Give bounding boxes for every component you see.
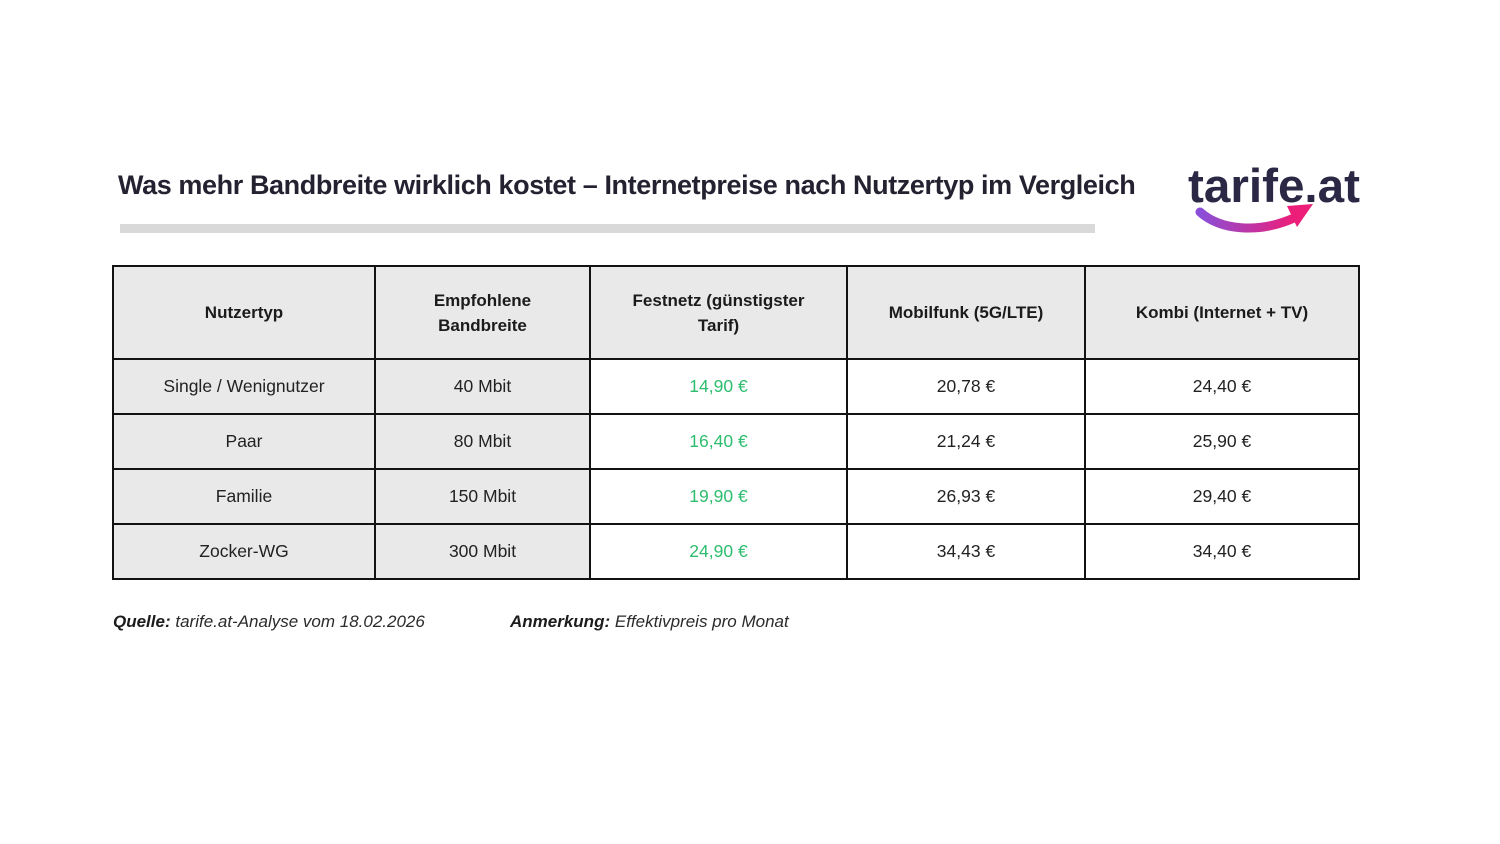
cell-festnetz-price: 24,90 €	[589, 523, 848, 580]
logo-wordmark: tarife.at	[1188, 159, 1360, 212]
col-header-bandbreite: Empfohlene Bandbreite	[374, 265, 591, 360]
cell-bandbreite: 80 Mbit	[374, 413, 591, 470]
cell-festnetz-price: 16,40 €	[589, 413, 848, 470]
source-text: tarife.at-Analyse vom 18.02.2026	[175, 612, 425, 631]
table-row: Paar 80 Mbit 16,40 € 21,24 € 25,90 €	[112, 413, 1360, 470]
cell-mobilfunk-price: 34,43 €	[846, 523, 1086, 580]
cell-nutzertyp: Single / Wenignutzer	[112, 358, 376, 415]
table-row: Single / Wenignutzer 40 Mbit 14,90 € 20,…	[112, 358, 1360, 415]
source-note: Quelle: tarife.at-Analyse vom 18.02.2026	[113, 612, 425, 632]
cell-kombi-price: 29,40 €	[1084, 468, 1360, 525]
col-header-nutzertyp: Nutzertyp	[112, 265, 376, 360]
page-title: Was mehr Bandbreite wirklich kostet – In…	[118, 170, 1136, 200]
table-header-row: Nutzertyp Empfohlene Bandbreite Festnetz…	[112, 265, 1360, 360]
cell-kombi-price: 24,40 €	[1084, 358, 1360, 415]
annotation-text: Effektivpreis pro Monat	[614, 612, 789, 631]
cell-nutzertyp: Paar	[112, 413, 376, 470]
cell-nutzertyp: Zocker-WG	[112, 523, 376, 580]
cell-festnetz-price: 14,90 €	[589, 358, 848, 415]
col-header-mobilfunk: Mobilfunk (5G/LTE)	[846, 265, 1086, 360]
logo-smile-arrowhead	[1287, 204, 1313, 227]
cell-bandbreite: 150 Mbit	[374, 468, 591, 525]
annotation-label: Anmerkung:	[510, 612, 611, 631]
cell-mobilfunk-price: 26,93 €	[846, 468, 1086, 525]
annotation-note: Anmerkung: Effektivpreis pro Monat	[510, 612, 789, 632]
cell-mobilfunk-price: 20,78 €	[846, 358, 1086, 415]
cell-bandbreite: 40 Mbit	[374, 358, 591, 415]
cell-kombi-price: 25,90 €	[1084, 413, 1360, 470]
col-header-kombi: Kombi (Internet + TV)	[1084, 265, 1360, 360]
cell-festnetz-price: 19,90 €	[589, 468, 848, 525]
col-header-festnetz: Festnetz (günstigster Tarif)	[589, 265, 848, 360]
table-row: Familie 150 Mbit 19,90 € 26,93 € 29,40 €	[112, 468, 1360, 525]
cell-kombi-price: 34,40 €	[1084, 523, 1360, 580]
tarife-at-logo: tarife.at	[1188, 159, 1360, 233]
cell-nutzertyp: Familie	[112, 468, 376, 525]
logo-smile-swoosh	[1195, 207, 1299, 233]
source-label: Quelle:	[113, 612, 171, 631]
title-underline-bar	[120, 224, 1095, 233]
price-comparison-table: Nutzertyp Empfohlene Bandbreite Festnetz…	[112, 265, 1360, 580]
table-row: Zocker-WG 300 Mbit 24,90 € 34,43 € 34,40…	[112, 523, 1360, 580]
cell-mobilfunk-price: 21,24 €	[846, 413, 1086, 470]
cell-bandbreite: 300 Mbit	[374, 523, 591, 580]
